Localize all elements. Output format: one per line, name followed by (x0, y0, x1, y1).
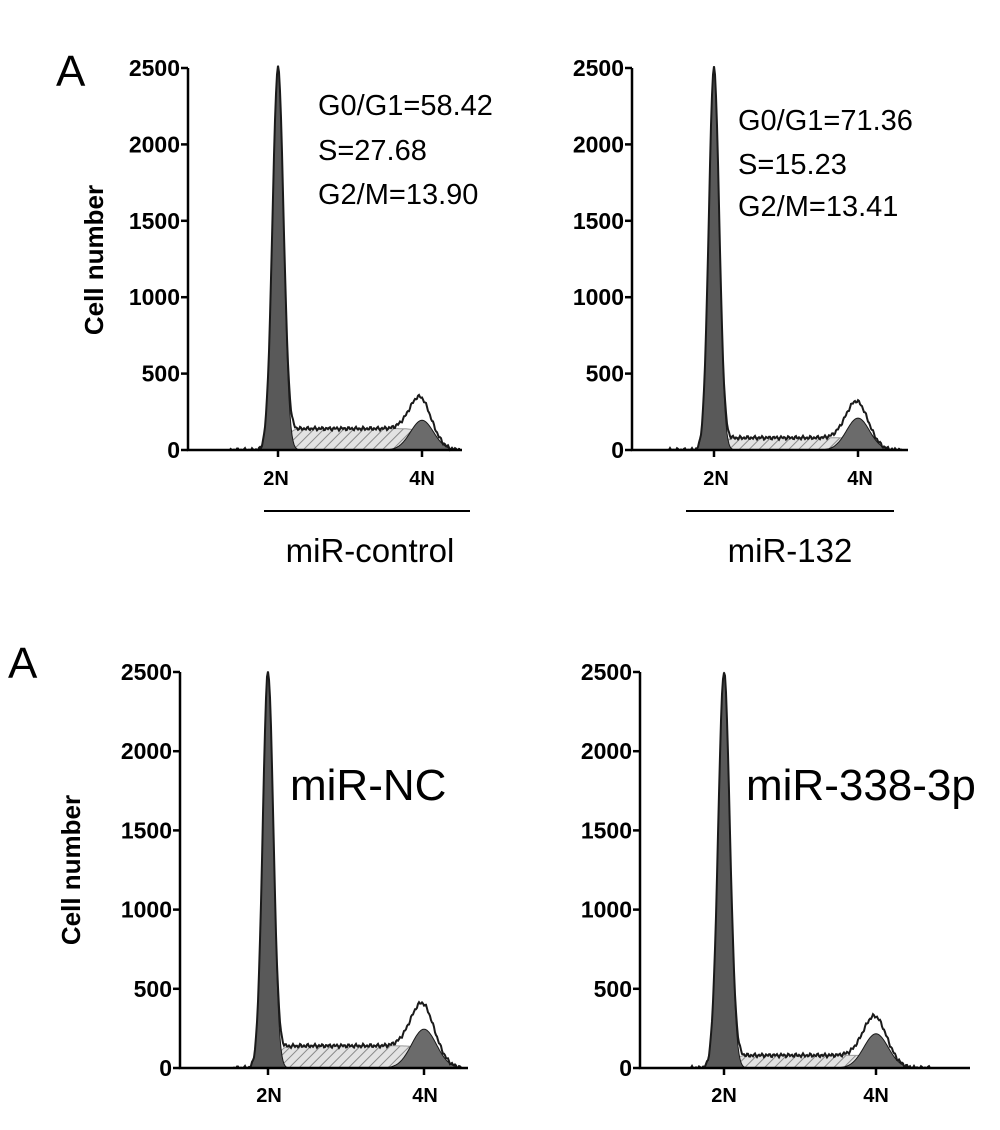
panel-letter-top: A (56, 47, 86, 96)
y-axis-title-top: Cell number (79, 185, 109, 335)
histogram-mir-control: 0 500 1000 1500 2000 2500 2N 4N G0/G1=58.42 S… (129, 55, 493, 569)
y-axis-title-bottom: Cell number (56, 795, 86, 945)
annotation-s: S=27.68 (318, 135, 427, 167)
y-tick-label: 1500 (581, 817, 632, 843)
y-tick-label: 2000 (573, 131, 624, 157)
y-axis-ticks: 0 500 1000 1500 2000 2500 (581, 659, 640, 1081)
annotation-g2m: G2/M=13.90 (318, 179, 478, 211)
histogram-plot (689, 671, 931, 1075)
histogram-mir-nc: 0 500 1000 1500 2000 2500 2N 4N miR-NC (121, 659, 468, 1107)
y-tick-label: 500 (594, 976, 632, 1002)
y-tick-label: 1000 (129, 284, 180, 310)
y-tick-label: 2500 (573, 55, 624, 81)
x-tick-2n: 2N (256, 1085, 282, 1107)
y-tick-label: 1000 (121, 897, 172, 923)
x-tick-2n: 2N (703, 468, 729, 490)
g0g1-peak-area (690, 671, 930, 1069)
x-tick-4n: 4N (412, 1085, 438, 1107)
group-label: miR-132 (728, 532, 853, 569)
annotation-g2m: G2/M=13.41 (738, 191, 898, 223)
annotation-g0g1: G0/G1=71.36 (738, 105, 913, 137)
histogram-mir-338-3p: 0 500 1000 1500 2000 2500 2N 4N miR-338-3p (581, 659, 976, 1107)
y-tick-label: 500 (586, 361, 624, 387)
axes (178, 672, 468, 1070)
y-tick-label: 0 (167, 437, 180, 463)
x-tick-4n: 4N (847, 468, 873, 490)
histogram-outline (689, 672, 931, 1070)
y-tick-label: 2000 (129, 131, 180, 157)
y-tick-label: 0 (619, 1055, 632, 1081)
y-tick-label: 500 (134, 976, 172, 1002)
histogram-plot (232, 671, 463, 1075)
inset-label: miR-NC (290, 761, 446, 810)
y-tick-label: 1000 (581, 897, 632, 923)
y-tick-label: 2000 (121, 738, 172, 764)
y-tick-label: 500 (142, 361, 180, 387)
y-axis-ticks: 0 500 1000 1500 2000 2500 (121, 659, 180, 1081)
histogram-outline (232, 671, 463, 1070)
y-tick-label: 2500 (121, 659, 172, 685)
g0g1-peak-area (230, 67, 460, 451)
y-tick-label: 2000 (581, 738, 632, 764)
annotation-g0g1: G0/G1=58.42 (318, 90, 493, 122)
x-tick-2n: 2N (711, 1085, 737, 1107)
panel-letter-bottom: A (8, 639, 38, 688)
axes (638, 672, 970, 1070)
y-axis-ticks: 0 500 1000 1500 2000 2500 (129, 55, 188, 463)
histogram-plot (229, 65, 461, 457)
y-tick-label: 0 (159, 1055, 172, 1081)
x-tick-2n: 2N (263, 468, 289, 490)
inset-label: miR-338-3p (746, 761, 976, 810)
y-tick-label: 0 (611, 437, 624, 463)
axes (186, 68, 462, 452)
y-axis-ticks: 0 500 1000 1500 2000 2500 (573, 55, 632, 463)
y-tick-label: 2500 (129, 55, 180, 81)
y-tick-label: 1500 (129, 208, 180, 234)
x-tick-4n: 4N (863, 1085, 889, 1107)
x-tick-4n: 4N (409, 468, 435, 490)
group-label: miR-control (286, 532, 455, 569)
y-tick-label: 1500 (573, 208, 624, 234)
y-tick-label: 1000 (573, 284, 624, 310)
axes (630, 68, 908, 452)
histogram-outline (667, 66, 903, 452)
histogram-outline (229, 65, 461, 452)
y-tick-label: 1500 (121, 817, 172, 843)
histogram-mir-132: 0 500 1000 1500 2000 2500 2N 4N G0/G1=71.36 S… (573, 55, 913, 569)
annotation-s: S=15.23 (738, 149, 847, 181)
y-tick-label: 2500 (581, 659, 632, 685)
